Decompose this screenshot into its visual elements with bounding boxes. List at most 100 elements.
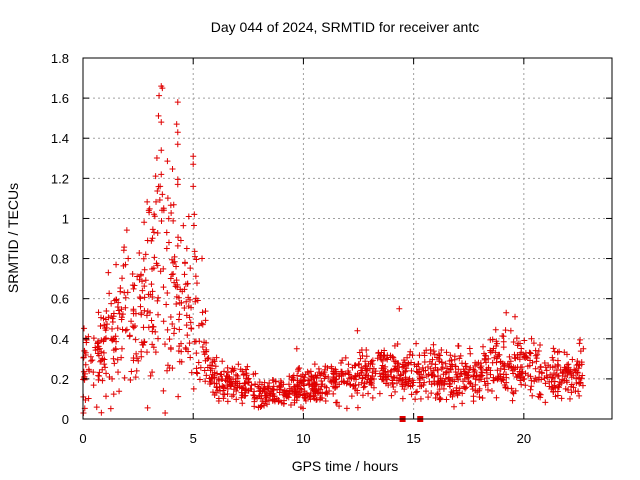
data-point — [483, 369, 490, 376]
data-point — [155, 335, 162, 342]
data-point — [354, 389, 361, 396]
data-point — [369, 394, 376, 401]
data-point — [241, 380, 248, 387]
data-point — [537, 364, 544, 371]
data-point — [484, 380, 491, 387]
data-point — [326, 388, 333, 395]
data-point — [554, 349, 561, 356]
data-point — [555, 363, 562, 370]
data-point — [144, 198, 151, 205]
data-point — [333, 376, 340, 383]
data-point — [164, 362, 171, 369]
data-point — [566, 395, 573, 402]
data-point — [114, 356, 121, 363]
data-point — [459, 390, 466, 397]
data-point — [135, 357, 142, 364]
data-point — [457, 352, 464, 359]
data-point — [529, 392, 536, 399]
data-point — [538, 370, 545, 377]
data-point — [154, 187, 161, 194]
data-point — [90, 382, 97, 389]
data-point — [543, 372, 550, 379]
data-point — [333, 383, 340, 390]
data-point — [185, 213, 192, 220]
data-point — [492, 326, 499, 333]
data-point — [176, 299, 183, 306]
data-point — [451, 353, 458, 360]
data-point — [395, 368, 402, 375]
data-point — [234, 375, 241, 382]
data-point — [434, 390, 441, 397]
data-point — [109, 325, 116, 332]
data-point — [155, 112, 162, 119]
data-point — [354, 404, 361, 411]
data-point — [301, 381, 308, 388]
data-point — [335, 373, 342, 380]
data-point — [276, 383, 283, 390]
data-point — [103, 370, 110, 377]
data-point — [190, 222, 197, 229]
data-point — [191, 338, 198, 345]
data-point — [188, 304, 195, 311]
data-point — [497, 370, 504, 377]
data-point — [171, 258, 178, 265]
data-point — [337, 359, 344, 366]
data-point — [551, 348, 558, 355]
data-point — [191, 253, 198, 260]
data-point — [438, 359, 445, 366]
data-point — [441, 380, 448, 387]
data-point — [493, 394, 500, 401]
y-tick-label: 0.2 — [51, 372, 69, 387]
data-point — [509, 389, 516, 396]
data-point — [219, 383, 226, 390]
data-point — [137, 303, 144, 310]
data-point — [466, 366, 473, 373]
data-point — [472, 362, 479, 369]
data-point — [399, 361, 406, 368]
data-point — [354, 327, 361, 334]
data-point — [378, 356, 385, 363]
data-point — [379, 376, 386, 383]
data-point — [187, 319, 194, 326]
data-point — [304, 368, 311, 375]
data-point — [576, 340, 583, 347]
data-point — [406, 351, 413, 358]
data-point — [199, 255, 206, 262]
data-point — [299, 378, 306, 385]
data-point — [456, 355, 463, 362]
data-point — [568, 389, 575, 396]
data-point — [447, 391, 454, 398]
data-point — [412, 389, 419, 396]
data-point — [185, 348, 192, 355]
data-point — [192, 298, 199, 305]
data-point — [552, 371, 559, 378]
data-point — [417, 395, 424, 402]
data-point — [369, 373, 376, 380]
data-point — [178, 348, 185, 355]
data-point — [173, 277, 180, 284]
data-point — [307, 393, 314, 400]
data-point — [470, 398, 477, 405]
data-point — [306, 381, 313, 388]
data-point — [167, 346, 174, 353]
data-point — [396, 305, 403, 312]
data-point — [536, 368, 543, 375]
data-point — [475, 359, 482, 366]
data-point — [327, 377, 334, 384]
y-axis-label: SRMTID / TECUs — [5, 183, 21, 293]
data-point — [542, 380, 549, 387]
data-point — [176, 326, 183, 333]
y-tick-label: 0 — [62, 412, 69, 427]
data-point — [542, 364, 549, 371]
x-tick-label: 10 — [296, 431, 310, 446]
data-point — [362, 362, 369, 369]
data-point — [513, 335, 520, 342]
data-point — [312, 372, 319, 379]
data-point — [98, 348, 105, 355]
data-point — [289, 388, 296, 395]
data-point — [163, 229, 170, 236]
data-point — [528, 335, 535, 342]
data-point — [139, 287, 146, 294]
data-point — [503, 309, 510, 316]
points-layer — [80, 83, 587, 422]
